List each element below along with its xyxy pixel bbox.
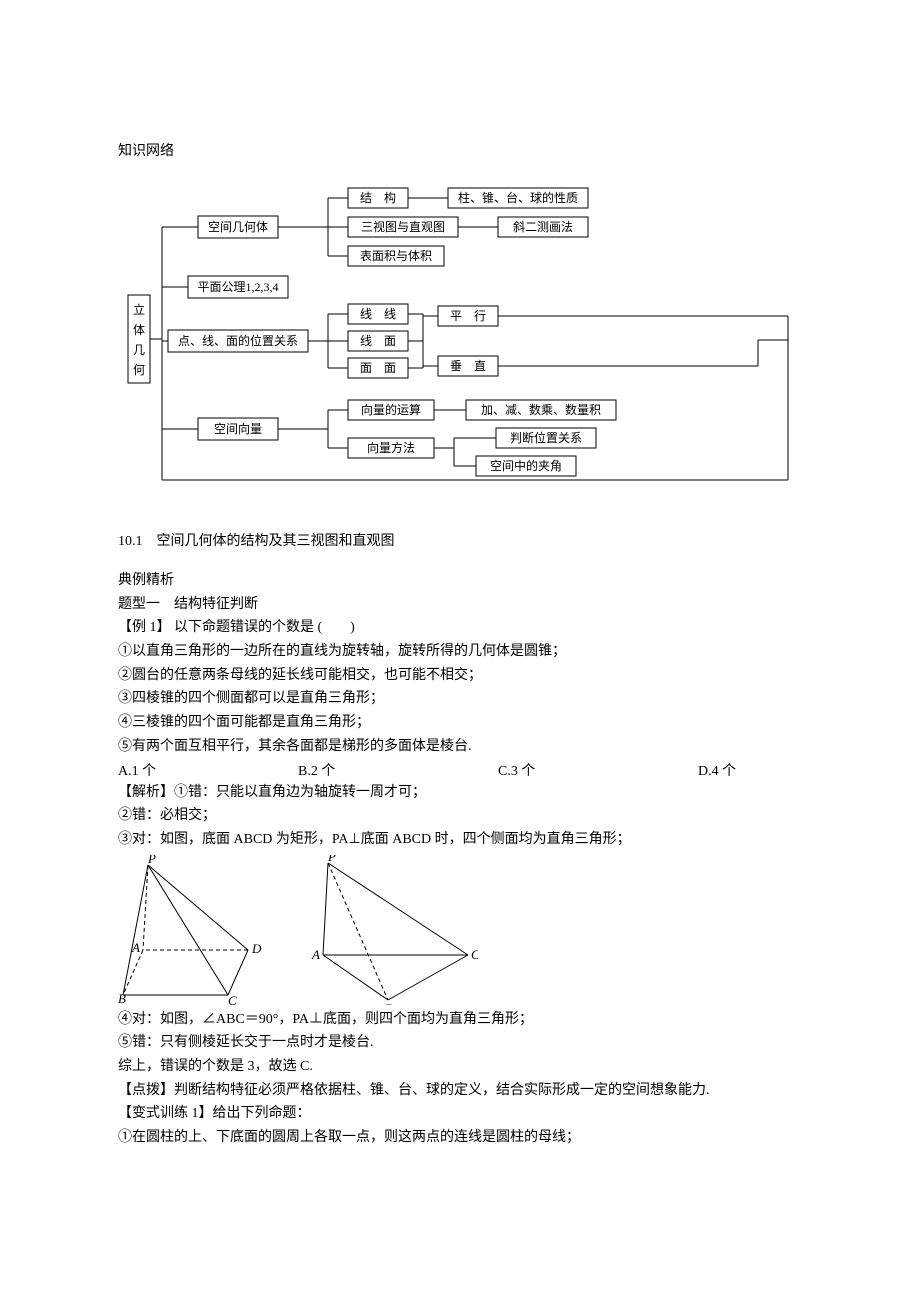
svg-text:C: C: [228, 993, 237, 1005]
svg-text:B: B: [118, 991, 126, 1005]
analysis-3: ③对：如图，底面 ABCD 为矩形，PA⊥底面 ABCD 时，四个侧面均为直角三…: [118, 829, 802, 851]
fc-root-1: 立: [133, 302, 145, 317]
svg-text:斜二测画法: 斜二测画法: [513, 220, 573, 234]
option-a: A.1 个: [118, 760, 298, 780]
conclusion: 综上，错误的个数是 3，故选 C.: [118, 1056, 802, 1078]
svg-text:向量的运算: 向量的运算: [361, 402, 421, 417]
svg-text:判断位置关系: 判断位置关系: [510, 430, 582, 445]
option-d: D.4 个: [698, 760, 802, 780]
analysis-4: ④对：如图，∠ABC＝90°，PA⊥底面，则四个面均为直角三角形；: [118, 1009, 802, 1031]
page-heading: 知识网络: [118, 140, 802, 160]
svg-text:三视图与直观图: 三视图与直观图: [361, 219, 445, 234]
svg-text:线 线: 线 线: [360, 307, 396, 321]
variant-1-head: 【变式训练 1】给出下列命题：: [118, 1103, 802, 1125]
svg-text:A: A: [311, 947, 320, 962]
answer-options: A.1 个 B.2 个 C.3 个 D.4 个: [118, 760, 802, 780]
analysis-5: ⑤错：只有侧棱延长交于一点时才是棱台.: [118, 1032, 802, 1054]
svg-text:结 构: 结 构: [360, 190, 396, 205]
figure-pyramid-pabcd: P A B C D: [118, 855, 278, 1005]
svg-text:何: 何: [133, 363, 145, 377]
svg-text:垂 直: 垂 直: [450, 359, 486, 373]
svg-text:表面积与体积: 表面积与体积: [360, 249, 432, 263]
svg-text:向量方法: 向量方法: [367, 440, 415, 455]
svg-text:C: C: [471, 947, 478, 962]
analysis-1: 【解析】①错：只能以直角边为轴旋转一周才可；: [118, 782, 802, 804]
question-type: 题型一 结构特征判断: [118, 594, 802, 616]
svg-text:加、减、数乘、数量积: 加、减、数乘、数量积: [481, 402, 601, 417]
stmt-2: ②圆台的任意两条母线的延长线可能相交，也可能不相交；: [118, 665, 802, 687]
svg-text:平 行: 平 行: [450, 309, 486, 323]
figure-tetra-pabc: P A B C: [308, 855, 478, 1005]
svg-text:面 面: 面 面: [360, 361, 396, 375]
svg-text:线 面: 线 面: [360, 334, 396, 348]
analysis-2: ②错：必相交；: [118, 805, 802, 827]
svg-text:空间向量: 空间向量: [214, 421, 262, 436]
stmt-1: ①以直角三角形的一边所在的直线为旋转轴，旋转所得的几何体是圆锥；: [118, 641, 802, 663]
section-title: 10.1 空间几何体的结构及其三视图和直观图: [118, 530, 802, 550]
knowledge-flowchart: 立 体 几 何 空间几何体 平面公理1,2,3,4 点、线、面的位置关系 空间向…: [118, 180, 802, 490]
svg-text:A: A: [131, 940, 140, 955]
svg-text:空间中的夹角: 空间中的夹角: [490, 458, 562, 473]
svg-text:B: B: [385, 1001, 393, 1005]
stmt-3: ③四棱锥的四个侧面都可以是直角三角形；: [118, 688, 802, 710]
geometry-figures: P A B C D P A B C: [118, 855, 802, 1005]
svg-text:P: P: [327, 855, 336, 864]
svg-text:体: 体: [133, 323, 145, 337]
svg-text:点、线、面的位置关系: 点、线、面的位置关系: [178, 333, 298, 348]
example-1-stem: 【例 1】 以下命题错误的个数是 ( ): [118, 617, 802, 639]
svg-text:平面公理1,2,3,4: 平面公理1,2,3,4: [197, 280, 278, 294]
svg-text:D: D: [251, 941, 262, 956]
option-b: B.2 个: [298, 760, 498, 780]
stmt-4: ④三棱锥的四个面可能都是直角三角形；: [118, 712, 802, 734]
dianbo: 【点拨】判断结构特征必须严格依据柱、锥、台、球的定义，结合实际形成一定的空间想象…: [118, 1080, 802, 1102]
svg-text:空间几何体: 空间几何体: [208, 220, 268, 234]
svg-text:柱、锥、台、球的性质: 柱、锥、台、球的性质: [458, 190, 578, 205]
option-c: C.3 个: [498, 760, 698, 780]
svg-text:P: P: [147, 855, 156, 866]
subheading-examples: 典例精析: [118, 570, 802, 592]
stmt-5: ⑤有两个面互相平行，其余各面都是梯形的多面体是棱台.: [118, 736, 802, 758]
variant-1-stmt1: ①在圆柱的上、下底面的圆周上各取一点，则这两点的连线是圆柱的母线；: [118, 1127, 802, 1149]
svg-text:几: 几: [133, 343, 145, 357]
